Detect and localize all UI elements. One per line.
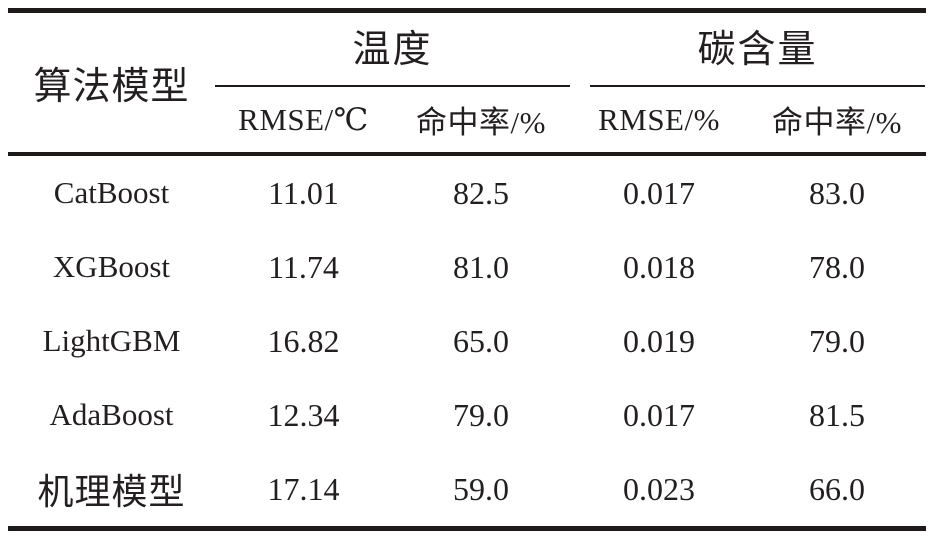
table-row-mechanism-model: 机理模型 17.14 59.0 0.023 66.0 [8,452,926,526]
table-row-lightgbm: LightGBM 16.82 65.0 0.019 79.0 [8,304,926,378]
comparison-table: 算法模型 温度 碳含量 RMSE/℃ 命中率/% RMSE/% 命中率/% Ca… [8,13,927,526]
table-row-adaboost: AdaBoost 12.34 79.0 0.017 81.5 [8,378,926,452]
table-top-rule [8,8,926,13]
table-bottom-rule [8,526,926,531]
value-cell: 12.34 [267,396,340,433]
model-name: CatBoost [53,175,170,210]
subheader-rmse-temperature: RMSE/℃ [215,87,392,156]
value-cell: 16.82 [267,322,340,359]
model-name: LightGBM [42,323,181,358]
table-body: CatBoost 11.01 82.5 0.017 83.0 XGBoost 1… [8,154,926,526]
value-cell: 81.0 [453,248,509,285]
subheader-hitrate-temperature: 命中率/% [392,87,571,156]
subheader-rmse-carbon: RMSE/% [570,87,749,156]
value-cell: 0.019 [623,322,696,359]
table-row-xgboost: XGBoost 11.74 81.0 0.018 78.0 [8,230,926,304]
table-row-catboost: CatBoost 11.01 82.5 0.017 83.0 [8,154,926,230]
value-cell: 0.018 [623,248,696,285]
model-name: XGBoost [52,249,171,284]
group-label-temperature: 温度 [215,18,571,87]
subheader-hitrate-carbon: 命中率/% [748,87,927,156]
group-header-row: 算法模型 温度 碳含量 [8,13,926,156]
value-cell: 65.0 [453,322,509,359]
value-cell: 81.5 [809,396,866,433]
group-header-temperature: 温度 [215,13,571,87]
model-name: 机理模型 [37,472,186,512]
group-label-carbon: 碳含量 [590,18,926,87]
model-name: AdaBoost [49,397,174,432]
sub-header-row: RMSE/℃ 命中率/% RMSE/% 命中率/% [8,87,927,156]
value-cell: 11.01 [268,174,339,211]
value-cell: 11.74 [268,248,339,285]
group-header-carbon: 碳含量 [570,13,926,87]
value-cell: 0.017 [623,396,696,433]
table-header: 算法模型 温度 碳含量 RMSE/℃ 命中率/% RMSE/% 命中率/% [8,13,927,156]
value-cell: 0.023 [623,470,696,507]
value-cell: 0.017 [623,174,696,211]
value-cell: 79.0 [453,396,509,433]
value-cell: 59.0 [453,470,509,507]
model-column-header: 算法模型 [8,13,215,156]
value-cell: 82.5 [453,174,509,211]
value-cell: 83.0 [809,174,866,211]
value-cell: 79.0 [809,322,866,359]
value-cell: 17.14 [267,470,340,507]
value-cell: 78.0 [809,248,866,285]
value-cell: 66.0 [809,470,866,507]
